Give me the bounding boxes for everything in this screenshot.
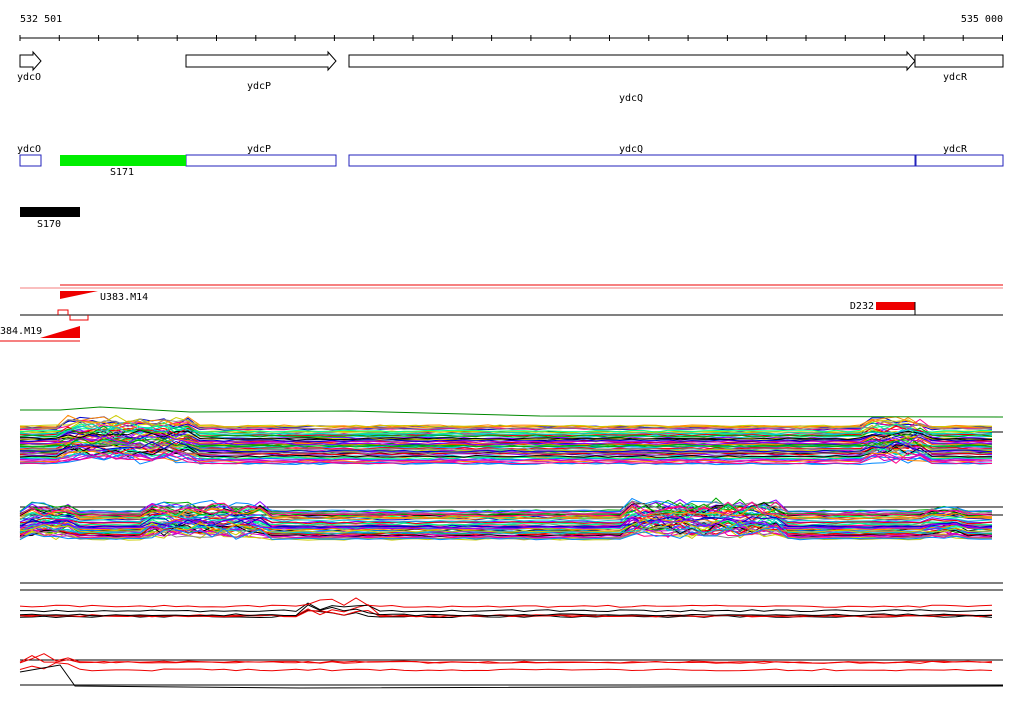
- trace: [19, 524, 993, 539]
- segment-label: S170: [37, 219, 61, 230]
- gene-arrow: [914, 54, 1004, 68]
- gene-box-label: ydcO: [17, 144, 41, 155]
- gene-box-label: ydcP: [247, 144, 271, 155]
- trace: [19, 452, 993, 465]
- trace: [19, 501, 993, 517]
- trace: [19, 416, 993, 430]
- trace: [19, 447, 993, 460]
- trace: [19, 514, 993, 529]
- feature-mark: [60, 291, 98, 299]
- trace: [20, 406, 1004, 418]
- feature-mark: [57, 309, 89, 321]
- trace: [19, 516, 993, 529]
- trace: [19, 526, 993, 541]
- gene-box: [185, 154, 337, 167]
- trace: [19, 418, 993, 430]
- gene-label: ydcR: [943, 72, 968, 83]
- gene-arrows: [19, 50, 1004, 72]
- trace: [19, 425, 993, 438]
- feature-label: U383.M14: [100, 292, 148, 303]
- gene-label: ydcO: [17, 72, 41, 83]
- trace: [19, 436, 993, 448]
- gene-boxes: [19, 154, 1004, 167]
- trace: [19, 510, 993, 525]
- gene-label: ydcP: [247, 81, 271, 92]
- feature-label: 384.M19: [0, 326, 42, 337]
- trace: [19, 518, 993, 533]
- expression-traces: [19, 406, 1004, 689]
- gene-label: ydcQ: [619, 93, 643, 104]
- feature-mark: [40, 326, 80, 338]
- trace: [19, 442, 993, 455]
- trace: [19, 664, 1004, 689]
- trace: [19, 604, 993, 617]
- trace: [19, 440, 993, 453]
- trace: [20, 602, 993, 613]
- feature-label: D232: [850, 301, 874, 312]
- track-borders: [20, 431, 1003, 686]
- gene-arrow: [348, 50, 916, 72]
- trace: [19, 497, 993, 513]
- trace: [19, 421, 993, 433]
- ruler-end: 535 000: [961, 14, 1003, 25]
- trace: [19, 653, 993, 664]
- trace: [19, 507, 993, 523]
- segment-bar: [20, 207, 80, 217]
- gene-arrow: [185, 50, 337, 72]
- trace: [19, 506, 993, 519]
- ruler-ticks: [19, 35, 1003, 41]
- trace: [19, 450, 993, 462]
- trace: [19, 520, 993, 535]
- trace: [19, 662, 993, 672]
- gene-box-label: ydcQ: [619, 144, 643, 155]
- gene-arrow: [19, 50, 42, 72]
- ruler-start: 532 501: [20, 14, 62, 25]
- trace: [19, 515, 993, 528]
- feature-mark: [876, 302, 915, 310]
- gene-box: [915, 154, 1004, 167]
- segment-label: S171: [110, 167, 134, 178]
- segment-bar: [60, 155, 186, 166]
- gene-box: [19, 154, 42, 167]
- trace: [19, 431, 993, 443]
- trace: [19, 433, 993, 446]
- trace: [19, 517, 993, 530]
- trace: [19, 414, 993, 428]
- trace: [19, 440, 993, 451]
- trace: [19, 597, 993, 608]
- gene-box-label: ydcR: [943, 144, 968, 155]
- gene-box: [348, 154, 916, 167]
- trace: [19, 422, 993, 436]
- trace: [19, 506, 993, 521]
- trace: [19, 609, 993, 618]
